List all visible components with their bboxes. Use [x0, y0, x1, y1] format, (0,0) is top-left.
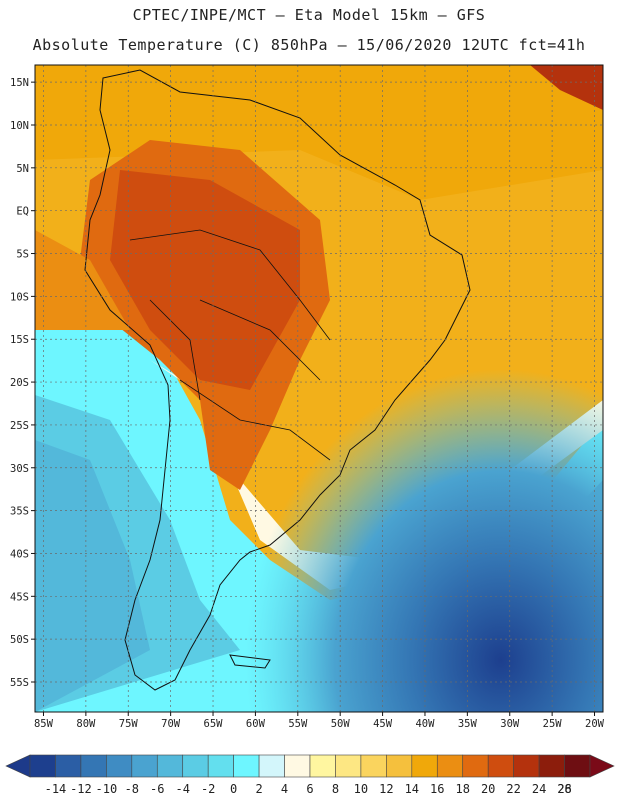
- lon-tick-label: 70W: [161, 718, 181, 730]
- lon-tick-label: 55W: [288, 718, 308, 730]
- lon-tick-label: 75W: [119, 718, 139, 730]
- colorbar-swatch: [513, 754, 540, 778]
- map-subtitle: Absolute Temperature (C) 850hPa – 15/06/…: [32, 36, 586, 54]
- map-title: CPTEC/INPE/MCT – Eta Model 15km – GFS: [132, 6, 486, 24]
- colorbar-swatch: [207, 754, 234, 778]
- colorbar-label: -8: [125, 782, 139, 796]
- colorbar-swatch: [335, 754, 362, 778]
- lat-tick-label: 20S: [10, 377, 29, 389]
- colorbar-swatch: [182, 754, 209, 778]
- colorbar-label: 6: [306, 782, 313, 796]
- lat-tick-label: 5S: [16, 249, 29, 261]
- colorbar-swatch: [156, 754, 184, 778]
- lon-tick-label: 60W: [246, 718, 266, 730]
- lon-tick-label: 80W: [76, 718, 96, 730]
- lat-tick-label: 15S: [10, 334, 29, 346]
- field-hot-core: [110, 170, 300, 390]
- colorbar-label: -12: [70, 782, 92, 796]
- colorbar-label: 18: [456, 782, 470, 796]
- colorbar-swatch: [233, 754, 260, 778]
- lat-tick-label: 5N: [16, 163, 29, 175]
- colorbar-arrow-left: [5, 754, 31, 778]
- lon-tick-label: 40W: [415, 718, 435, 730]
- colorbar-swatch: [411, 754, 438, 778]
- lon-tick-label: 35W: [458, 718, 478, 730]
- map-frame: [34, 64, 604, 713]
- colorbar-swatch: [284, 754, 311, 778]
- lat-tick-label: 15N: [10, 77, 29, 89]
- colorbar-swatch: [487, 754, 514, 778]
- colorbar-label: 10: [354, 782, 368, 796]
- longitude-labels: 85W 80W 75W 70W 65W 60W 55W 50W 45W 40W 35W 30W 25W 2…: [34, 712, 605, 730]
- lat-tick-label: 10S: [10, 291, 29, 303]
- colorbar-label: -10: [96, 782, 118, 796]
- lat-tick-label: 50S: [10, 634, 29, 646]
- country-borders: [129, 229, 331, 461]
- colorbar-swatch: [538, 754, 565, 778]
- colorbar-label: -6: [150, 782, 164, 796]
- lon-tick-label: 85W: [34, 718, 54, 730]
- lon-tick-label: 50W: [331, 718, 351, 730]
- colorbar-label: -4: [176, 782, 190, 796]
- colorbar-label: 26: [557, 782, 571, 796]
- lat-tick-label: 10N: [10, 120, 29, 132]
- lat-tick-label: 35S: [10, 506, 29, 518]
- colorbar-label: 22: [506, 782, 520, 796]
- colorbar-label: 16: [430, 782, 444, 796]
- field-caribbean-hot: [530, 65, 603, 110]
- lon-tick-label: 20W: [585, 718, 605, 730]
- colorbar-label: 0: [230, 782, 237, 796]
- colorbar-label: -2: [201, 782, 215, 796]
- field-pacific-warm: [35, 230, 130, 330]
- colorbar-label: 20: [481, 782, 495, 796]
- colorbar-swatch: [106, 754, 133, 778]
- south-america-outline: [84, 69, 471, 691]
- colorbar-label: 8: [332, 782, 339, 796]
- colorbar-swatch: [360, 754, 387, 778]
- lat-tick-label: 40S: [10, 548, 29, 560]
- lon-tick-label: 45W: [373, 718, 393, 730]
- falklands-outline: [229, 654, 271, 669]
- colorbar-label: 4: [281, 782, 288, 796]
- lat-tick-label: 55S: [10, 677, 29, 689]
- coastline: [84, 69, 471, 691]
- colorbar-swatch: [436, 754, 464, 778]
- colorbar-label: 12: [379, 782, 393, 796]
- colorbar-arrow-right: [589, 754, 615, 778]
- latitude-labels: 15N 10N 5N EQ 5S 10S 15S 20S 25S 30S 35S 40S 45S 50S 5…: [10, 77, 35, 689]
- colorbar-swatch: [80, 754, 107, 778]
- colorbar-label: 2: [255, 782, 262, 796]
- colorbar-swatch: [309, 754, 336, 778]
- colorbar-label: -14: [45, 782, 67, 796]
- lat-tick-label: 25S: [10, 420, 29, 432]
- colorbar-swatch: [131, 754, 158, 778]
- colorbar: -14 -12 -10 -8 -6 -4 -2 0 2 4 6 8 10 12 14 16 18 20 22 24 26…: [5, 754, 615, 796]
- colorbar-label: 14: [405, 782, 419, 796]
- lon-tick-label: 30W: [500, 718, 520, 730]
- colorbar-swatch: [258, 754, 285, 778]
- lon-tick-label: 25W: [543, 718, 563, 730]
- colorbar-swatch: [564, 754, 591, 778]
- colorbar-swatch: [386, 754, 413, 778]
- lon-tick-label: 65W: [204, 718, 224, 730]
- colorbar-swatch: [462, 754, 489, 778]
- lat-tick-label: 45S: [10, 591, 29, 603]
- colorbar-label: 24: [532, 782, 546, 796]
- colorbar-swatch: [29, 754, 56, 778]
- colorbar-swatch: [55, 754, 82, 778]
- lat-tick-label: EQ: [16, 206, 29, 218]
- map-field: [35, 65, 603, 712]
- lat-tick-label: 30S: [10, 463, 29, 475]
- colorbar-label: 28: [557, 782, 571, 796]
